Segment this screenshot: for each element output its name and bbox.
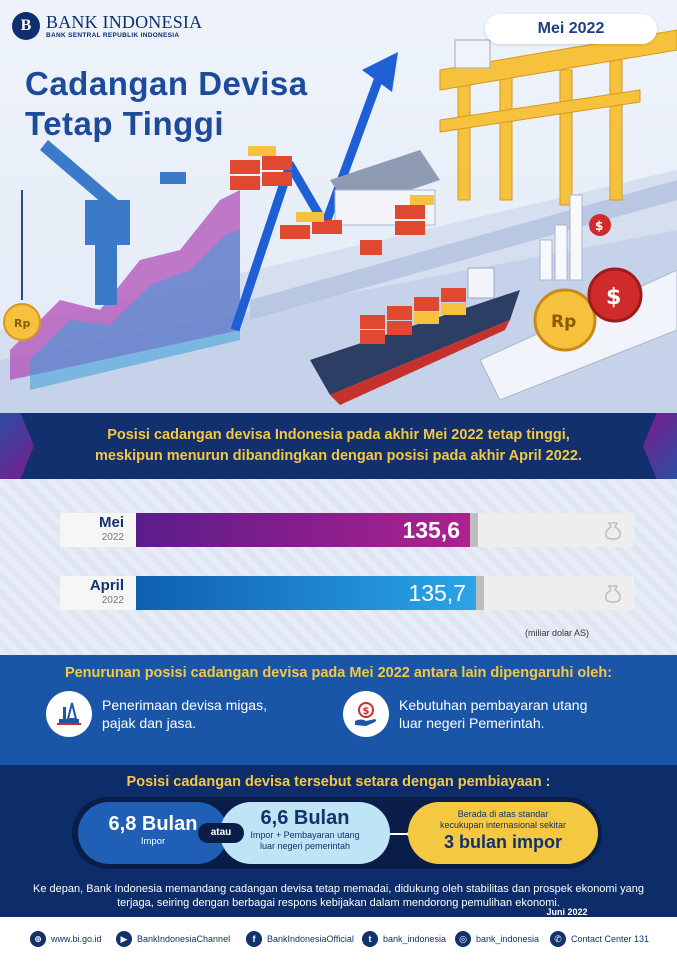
svg-text:$: $ bbox=[363, 706, 370, 717]
page-title: Cadangan Devisa Tetap Tinggi bbox=[25, 64, 308, 144]
date-badge: Mei 2022 bbox=[485, 14, 657, 44]
instagram-icon: ◎ bbox=[455, 931, 471, 947]
brand-name: BANK INDONESIA bbox=[46, 11, 203, 32]
intro-text: Posisi cadangan devisa Indonesia pada ak… bbox=[40, 425, 637, 467]
import-debt-label-1: Impor + Pembayaran utang bbox=[250, 830, 360, 840]
bar-year: 2022 bbox=[101, 532, 124, 543]
footer-website-link[interactable]: ⊕ www.bi.go.id bbox=[30, 931, 102, 947]
footer-contact-label: Contact Center 131 bbox=[571, 934, 650, 944]
standard-label-2: kecukupan internasional sekitar bbox=[439, 820, 567, 830]
import-months-label: Impor bbox=[140, 836, 166, 847]
publication-date: Juni 2022 bbox=[546, 907, 588, 917]
bar-value-april: 135,7 bbox=[408, 580, 466, 606]
intro-line-1: Posisi cadangan devisa Indonesia pada ak… bbox=[107, 427, 570, 443]
standard-value: 3 bulan impor bbox=[443, 832, 562, 852]
facebook-icon: f bbox=[246, 931, 262, 947]
globe-icon: ⊕ bbox=[30, 931, 46, 947]
reason-1-line-2: pajak dan jasa. bbox=[102, 715, 197, 731]
svg-text:$: $ bbox=[595, 219, 603, 233]
standard-label-1: Berada di atas standar bbox=[457, 809, 549, 819]
brand-tagline: BANK SENTRAL REPUBLIK INDONESIA bbox=[46, 31, 180, 39]
bar-cap bbox=[470, 513, 478, 547]
bar-year: 2022 bbox=[101, 595, 124, 606]
bar-fill-mei bbox=[136, 513, 470, 547]
intro-band: Posisi cadangan devisa Indonesia pada ak… bbox=[0, 413, 677, 479]
footer-website-label: www.bi.go.id bbox=[51, 934, 102, 944]
oil-rig-icon bbox=[46, 691, 92, 737]
twitter-icon: t bbox=[362, 931, 378, 947]
reason-text-2: Kebutuhan pembayaran utang luar negeri P… bbox=[399, 696, 587, 732]
reason-1-line-1: Penerimaan devisa migas, bbox=[102, 697, 267, 713]
intro-line-2: meskipun menurun dibandingkan dengan pos… bbox=[95, 448, 582, 464]
reason-text-1: Penerimaan devisa migas, pajak dan jasa. bbox=[102, 696, 267, 732]
reason-2-line-1: Kebutuhan pembayaran utang bbox=[399, 697, 588, 713]
money-bag-icon bbox=[605, 522, 621, 540]
reason-2-line-2: luar negeri Pemerintah. bbox=[399, 715, 545, 731]
import-months-value: 6,8 Bulan bbox=[108, 813, 198, 835]
reasons-section: Penurunan posisi cadangan devisa pada Me… bbox=[0, 655, 677, 765]
equivalence-section: Posisi cadangan devisa tersebut setara d… bbox=[0, 765, 677, 917]
footer-instagram-label: bank_indonesia bbox=[476, 934, 540, 944]
reason-item-2: $ Kebutuhan pembayaran utang luar negeri… bbox=[343, 691, 587, 737]
import-debt-value: 6,6 Bulan bbox=[260, 807, 350, 829]
footer-twitter-link[interactable]: t bank_indonesia bbox=[362, 931, 446, 947]
bar-row-mei: Mei 2022 135,6 bbox=[60, 513, 634, 547]
logo-mark: B bbox=[12, 12, 40, 40]
footer-youtube-link[interactable]: ▶ BankIndonesiaChannel bbox=[116, 931, 230, 947]
standard-bubble: Berada di atas standar kecukupan interna… bbox=[408, 802, 598, 864]
bar-value-mei: 135,6 bbox=[402, 517, 460, 543]
chart-unit: (miliar dolar AS) bbox=[525, 628, 590, 638]
equivalence-heading: Posisi cadangan devisa tersebut setara d… bbox=[126, 774, 551, 790]
or-badge: atau bbox=[198, 823, 244, 843]
footer-contact-link[interactable]: ✆ Contact Center 131 bbox=[550, 931, 649, 947]
bar-month: April bbox=[89, 577, 124, 594]
money-bag-icon bbox=[605, 585, 621, 603]
svg-text:Rp: Rp bbox=[14, 317, 30, 330]
svg-text:Rp: Rp bbox=[551, 312, 576, 332]
reasons-heading: Penurunan posisi cadangan devisa pada Me… bbox=[64, 665, 613, 681]
port-illustration: Rp bbox=[0, 29, 677, 413]
footer-instagram-link[interactable]: ◎ bank_indonesia bbox=[455, 931, 539, 947]
bar-label-april: April 2022 bbox=[60, 576, 136, 610]
import-debt-label-2: luar negeri pemerintah bbox=[259, 841, 351, 851]
reserve-bar-chart: Mei 2022 135,6 April 2022 135,7 (miliar … bbox=[0, 479, 677, 655]
import-debt-bubble: 6,6 Bulan Impor + Pembayaran utang luar … bbox=[220, 802, 390, 864]
footer-twitter-label: bank_indonesia bbox=[383, 934, 447, 944]
connector-line bbox=[390, 831, 413, 837]
footer-youtube-label: BankIndonesiaChannel bbox=[137, 934, 231, 944]
phone-icon: ✆ bbox=[550, 931, 566, 947]
outlook-note: Ke depan, Bank Indonesia memandang cadan… bbox=[33, 883, 644, 909]
footer-facebook-label: BankIndonesiaOfficial bbox=[267, 934, 354, 944]
bar-label-mei: Mei 2022 bbox=[60, 513, 136, 547]
chevron-right-decoration bbox=[643, 413, 677, 479]
footer: ⊕ www.bi.go.id ▶ BankIndonesiaChannel f … bbox=[0, 917, 677, 961]
bar-cap bbox=[476, 576, 484, 610]
title-line-1: Cadangan Devisa bbox=[25, 65, 308, 102]
chevron-left-decoration bbox=[0, 413, 34, 479]
reason-item-1: Penerimaan devisa migas, pajak dan jasa. bbox=[46, 691, 267, 737]
hero-banner: Rp bbox=[0, 0, 677, 413]
title-line-2: Tetap Tinggi bbox=[25, 105, 225, 142]
bar-row-april: April 2022 135,7 bbox=[60, 576, 634, 610]
money-hand-icon: $ bbox=[343, 691, 389, 737]
youtube-icon: ▶ bbox=[116, 931, 132, 947]
bar-fill-april bbox=[136, 576, 476, 610]
bank-indonesia-logo: B BANK INDONESIA BANK SENTRAL REPUBLIK I… bbox=[12, 12, 202, 40]
bar-month: Mei bbox=[98, 514, 124, 531]
import-months-bubble: 6,8 Bulan Impor bbox=[78, 802, 228, 864]
footer-facebook-link[interactable]: f BankIndonesiaOfficial bbox=[246, 931, 354, 947]
svg-text:$: $ bbox=[606, 285, 621, 310]
